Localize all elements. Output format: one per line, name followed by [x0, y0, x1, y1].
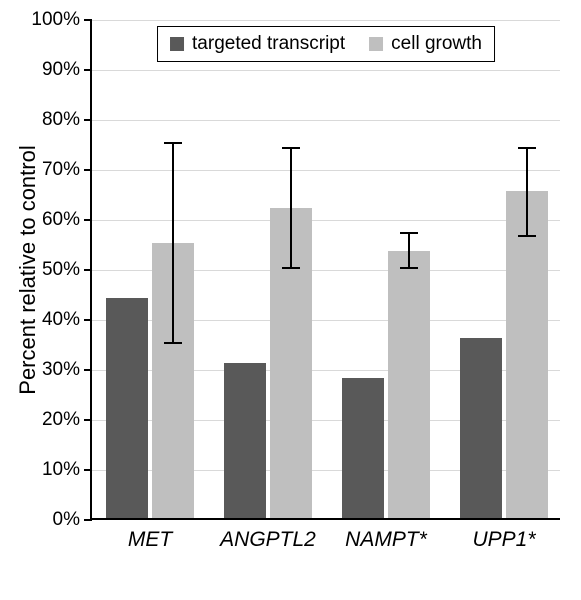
y-tick-label: 20%: [42, 409, 80, 431]
bar: [106, 298, 148, 518]
error-cap: [164, 342, 182, 344]
error-cap: [164, 142, 182, 144]
y-axis-title: Percent relative to control: [15, 145, 41, 394]
bar-chart: Percent relative to control targeted tra…: [0, 0, 581, 600]
y-tick-label: 90%: [42, 59, 80, 81]
bar: [224, 363, 266, 518]
bar: [506, 191, 548, 519]
legend: targeted transcriptcell growth: [157, 26, 495, 62]
error-cap: [282, 147, 300, 149]
error-cap: [518, 235, 536, 237]
y-tick-label: 0%: [53, 509, 80, 531]
bar-group: NAMPT*: [342, 20, 430, 518]
y-tick-label: 30%: [42, 359, 80, 381]
y-tick: [84, 319, 92, 321]
y-tick: [84, 369, 92, 371]
x-tick-label: NAMPT*: [345, 528, 427, 552]
plot-area: targeted transcriptcell growth 0%10%20%3…: [90, 20, 560, 520]
y-tick-label: 80%: [42, 109, 80, 131]
y-tick: [84, 469, 92, 471]
bar-group: UPP1*: [460, 20, 548, 518]
bar-group: ANGPTL2: [224, 20, 312, 518]
error-bar: [290, 148, 292, 268]
error-bar: [408, 233, 410, 268]
x-tick-label: MET: [128, 528, 172, 552]
y-tick-label: 100%: [31, 9, 80, 31]
y-tick-label: 70%: [42, 159, 80, 181]
y-tick: [84, 169, 92, 171]
y-tick: [84, 119, 92, 121]
error-cap: [400, 267, 418, 269]
bar: [388, 251, 430, 519]
error-cap: [282, 267, 300, 269]
y-tick: [84, 419, 92, 421]
x-tick-label: ANGPTL2: [220, 528, 316, 552]
y-tick-label: 10%: [42, 459, 80, 481]
y-tick: [84, 519, 92, 521]
bar: [342, 378, 384, 518]
y-tick-label: 40%: [42, 309, 80, 331]
y-tick: [84, 269, 92, 271]
y-axis-title-container: Percent relative to control: [18, 20, 38, 520]
y-tick: [84, 19, 92, 21]
bar: [460, 338, 502, 518]
x-tick-label: UPP1*: [472, 528, 535, 552]
y-tick: [84, 219, 92, 221]
y-tick-label: 60%: [42, 209, 80, 231]
error-bar: [172, 143, 174, 343]
error-cap: [518, 147, 536, 149]
y-tick-label: 50%: [42, 259, 80, 281]
error-cap: [400, 232, 418, 234]
error-bar: [526, 148, 528, 236]
bar-group: MET: [106, 20, 194, 518]
y-tick: [84, 69, 92, 71]
